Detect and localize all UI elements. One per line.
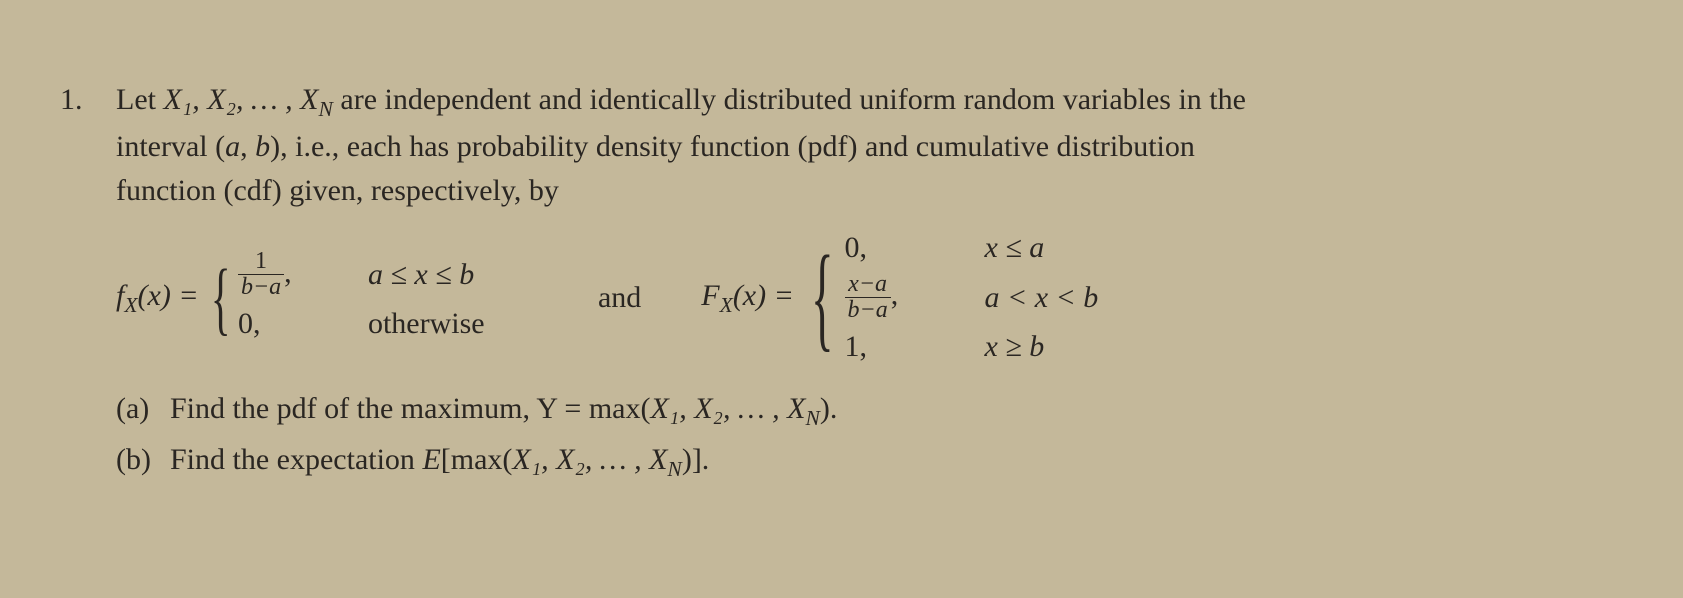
- intro-line3: function (cdf) given, respectively, by: [116, 174, 559, 207]
- part-a-text: Find the pdf of the maximum, Y = max(X₁,…: [170, 387, 837, 434]
- intro-prefix: Let: [116, 83, 163, 116]
- part-b-E: E: [422, 443, 440, 476]
- pdf-arg: (x) =: [138, 279, 199, 312]
- problem-number: 1.: [60, 78, 116, 489]
- intro-rest-2: ), i.e., each has probability density fu…: [270, 130, 1195, 163]
- cdf-sub: X: [720, 293, 733, 317]
- pdf-cases: 1 b−a , a ≤ x ≤ b 0, otherwise: [238, 249, 538, 346]
- cdf-case-1: 0, x ≤ a: [845, 226, 1155, 270]
- cdf-cases: 0, x ≤ a x−a b−a , a < x < b: [845, 226, 1155, 368]
- part-b-close: )].: [682, 443, 709, 476]
- part-a-label: (a): [116, 387, 170, 434]
- cdf-case3-cond: x ≥ b: [945, 325, 1155, 369]
- cdf-lhs: FX(x) =: [701, 274, 794, 321]
- cdf-case1-value: 0,: [845, 226, 945, 270]
- part-a-suffix: ).: [820, 392, 838, 425]
- frac-top: x−a: [845, 272, 890, 297]
- pdf-block: fX(x) = { 1 b−a , a ≤ x ≤ b: [116, 249, 538, 346]
- pdf-case2-cond: otherwise: [328, 302, 538, 346]
- problem-body: Let X₁, X₂, … , XN are independent and i…: [116, 78, 1623, 489]
- cdf-arg: (x) =: [733, 279, 794, 312]
- cdf-case2-cond: a < x < b: [945, 276, 1155, 320]
- pdf-case1-suffix: ,: [284, 256, 292, 289]
- part-b: (b) Find the expectation E[max(X₁, X₂, ……: [116, 438, 1623, 485]
- pdf-case-1: 1 b−a , a ≤ x ≤ b: [238, 249, 538, 300]
- interval-b: b: [255, 130, 270, 163]
- page: 1. Let X₁, X₂, … , XN are independent an…: [0, 0, 1683, 529]
- part-a-subn: N: [805, 406, 819, 430]
- formulas-row: fX(x) = { 1 b−a , a ≤ x ≤ b: [116, 226, 1623, 368]
- intro-rest-1: are independent and identically distribu…: [333, 83, 1246, 116]
- fraction: x−a b−a: [845, 272, 891, 323]
- part-a-prefix: Find the pdf of the maximum, Y = max(: [170, 392, 650, 425]
- part-b-label: (b): [116, 438, 170, 485]
- intro-line2-prefix: interval (: [116, 130, 225, 163]
- rv-sub-n: N: [319, 97, 333, 121]
- frac-bot: b−a: [845, 297, 891, 323]
- pdf-lhs: fX(x) =: [116, 274, 199, 321]
- cdf-case2-value: x−a b−a ,: [845, 272, 945, 323]
- fraction: 1 b−a: [238, 249, 284, 300]
- problem: 1. Let X₁, X₂, … , XN are independent an…: [60, 78, 1623, 489]
- frac-top: 1: [252, 249, 270, 274]
- and-word: and: [578, 276, 661, 320]
- cdf-case-3: 1, x ≥ b: [845, 325, 1155, 369]
- cdf-case2-suffix: ,: [891, 278, 899, 311]
- interval-a: a: [225, 130, 240, 163]
- part-b-text: Find the expectation E[max(X₁, X₂, … , X…: [170, 438, 709, 485]
- cdf-case1-cond: x ≤ a: [945, 226, 1155, 270]
- pdf-case2-value: 0,: [238, 302, 328, 346]
- cdf-case3-value: 1,: [845, 325, 945, 369]
- pdf-case1-cond: a ≤ x ≤ b: [328, 253, 538, 297]
- brace-icon: {: [811, 255, 834, 340]
- cdf-F: F: [701, 279, 719, 312]
- subparts: (a) Find the pdf of the maximum, Y = max…: [116, 387, 1623, 486]
- pdf-case-2: 0, otherwise: [238, 302, 538, 346]
- brace-icon: {: [210, 267, 230, 329]
- rv-sequence: X₁, X₂, … , X: [163, 83, 318, 116]
- part-b-open: [max(: [441, 443, 513, 476]
- intro-text: Let X₁, X₂, … , XN are independent and i…: [116, 78, 1623, 212]
- part-b-prefix: Find the expectation: [170, 443, 422, 476]
- part-b-seq: X₁, X₂, … , X: [512, 443, 667, 476]
- cdf-block: FX(x) = { 0, x ≤ a x−a b−a: [701, 226, 1154, 368]
- frac-bot: b−a: [238, 274, 284, 300]
- pdf-sub: X: [124, 293, 137, 317]
- part-a-seq: X₁, X₂, … , X: [650, 392, 805, 425]
- part-b-subn: N: [667, 457, 681, 481]
- interval-comma: ,: [240, 130, 255, 163]
- part-a: (a) Find the pdf of the maximum, Y = max…: [116, 387, 1623, 434]
- pdf-case1-value: 1 b−a ,: [238, 249, 328, 300]
- cdf-case-2: x−a b−a , a < x < b: [845, 272, 1155, 323]
